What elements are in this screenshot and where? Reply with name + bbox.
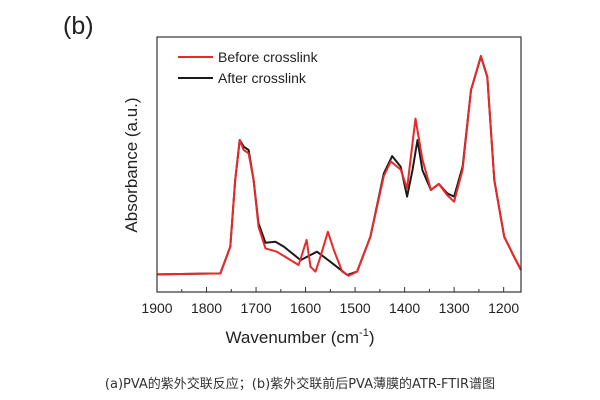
x-tick-label: 1800 <box>191 300 222 316</box>
x-tick-label: 1700 <box>240 300 271 316</box>
figure-caption: (a)PVA的紫外交联反应；(b)紫外交联前后PVA薄膜的ATR-FTIR谱图 <box>104 377 496 392</box>
y-axis-label: Absorbance (a.u.) <box>122 97 141 232</box>
legend-label-before: Before crosslink <box>218 49 319 65</box>
legend-label-after: After crosslink <box>218 70 307 86</box>
plot-frame <box>156 36 522 293</box>
x-tick-label: 1200 <box>488 300 519 316</box>
series-line-after-crosslink <box>156 55 522 276</box>
x-axis-label-main: Wavenumber (cm <box>226 328 360 347</box>
x-axis-label: Wavenumber (cm-1) <box>226 327 375 347</box>
x-axis-label-suffix: ) <box>369 328 375 347</box>
series-line-before-crosslink <box>156 54 522 277</box>
x-axis-label-sup: -1 <box>359 327 369 339</box>
legend: Before crosslink After crosslink <box>178 49 319 86</box>
x-tick-label: 1600 <box>290 300 321 316</box>
x-tick-label: 1400 <box>389 300 420 316</box>
x-tick-label: 1900 <box>141 300 172 316</box>
x-tick-label: 1500 <box>340 300 371 316</box>
panel-label: (b) <box>63 12 94 40</box>
x-tick-label: 1300 <box>439 300 470 316</box>
